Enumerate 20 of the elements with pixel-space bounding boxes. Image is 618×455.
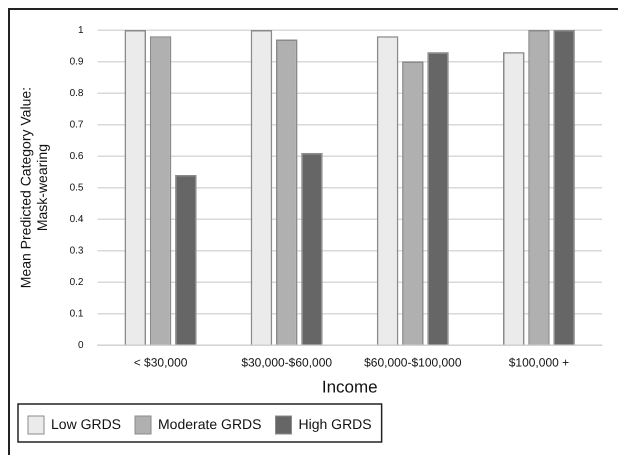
y-tick-label: 0: [78, 340, 84, 351]
y-tick-label: 0.2: [70, 276, 84, 288]
y-tick-label: 0.4: [70, 214, 84, 225]
y-tick-label: 0.6: [70, 150, 84, 162]
x-tick-label: $100,000 +: [508, 356, 570, 370]
x-tick-label: $60,000-$100,000: [364, 356, 462, 370]
y-tick-label: 0.3: [70, 245, 84, 256]
y-tick-label: 0.7: [70, 119, 84, 130]
y-tick-label: 0.1: [70, 308, 84, 320]
y-axis-title: Mean Predicted Category Value: Mask-wearing: [17, 86, 50, 288]
y-tick-label: 0.5: [70, 182, 84, 194]
x-tick-label: < $30,000: [134, 356, 188, 370]
legend-label: Moderate GRDS: [158, 416, 262, 432]
legend-label: High GRDS: [298, 416, 372, 432]
y-tick-label: 0.9: [70, 56, 84, 68]
legend-label: Low GRDS: [51, 416, 122, 432]
x-axis-title: Income: [322, 377, 378, 396]
y-tick-label: 0.8: [70, 88, 84, 99]
y-tick-label: 1: [78, 24, 84, 36]
x-tick-label: $30,000-$60,000: [241, 356, 332, 370]
